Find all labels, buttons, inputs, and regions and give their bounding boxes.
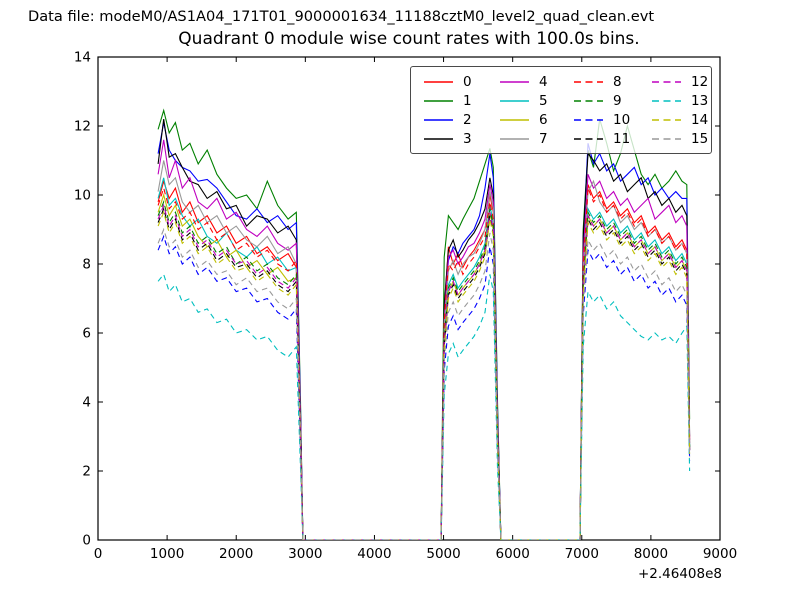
series-line-11 <box>157 207 691 540</box>
legend-line-swatch <box>500 80 529 83</box>
x-tick-label: 6000 <box>495 546 529 562</box>
legend-label: 2 <box>463 111 472 128</box>
legend-entry-8: 8 <box>573 72 651 91</box>
legend-entry-1: 1 <box>423 91 499 110</box>
y-tick-label: 6 <box>82 326 91 342</box>
x-tick-label: 3000 <box>288 546 322 562</box>
legend-entry-11: 11 <box>573 129 651 148</box>
legend-label: 14 <box>691 111 709 128</box>
y-tick-label: 10 <box>74 188 91 204</box>
legend-line-swatch <box>500 99 529 102</box>
legend-label: 3 <box>463 130 472 147</box>
series-line-3 <box>157 119 691 540</box>
legend-entry-15: 15 <box>651 129 708 148</box>
legend-label: 12 <box>691 73 709 90</box>
legend-entry-9: 9 <box>573 91 651 110</box>
legend-line-swatch <box>652 137 681 140</box>
legend-label: 4 <box>539 73 548 90</box>
legend-entry-2: 2 <box>423 110 499 129</box>
series-line-14 <box>157 210 691 540</box>
x-tick-label: 2000 <box>219 546 253 562</box>
legend-label: 15 <box>691 130 709 147</box>
legend-line-swatch <box>574 80 603 83</box>
legend-label: 0 <box>463 73 472 90</box>
series-line-2 <box>157 122 691 540</box>
series-line-0 <box>157 179 691 540</box>
series-line-6 <box>157 193 691 540</box>
series-line-9 <box>157 200 691 540</box>
legend-label: 9 <box>613 92 622 109</box>
series-line-5 <box>157 177 691 540</box>
legend-label: 11 <box>613 130 631 147</box>
y-tick-label: 14 <box>74 50 91 66</box>
plot-title: Quadrant 0 module wise count rates with … <box>178 29 640 49</box>
legend-line-swatch <box>424 80 453 83</box>
legend-line-swatch <box>424 99 453 102</box>
legend-label: 6 <box>539 111 548 128</box>
series-line-15 <box>157 227 691 540</box>
x-tick-label: 8000 <box>634 546 668 562</box>
legend-entry-3: 3 <box>423 129 499 148</box>
legend-label: 8 <box>613 73 622 90</box>
series-line-8 <box>157 186 691 540</box>
series-line-4 <box>157 139 691 540</box>
legend-line-swatch <box>424 118 453 121</box>
series-line-10 <box>157 234 691 540</box>
x-tick-label: 0 <box>94 546 103 562</box>
legend-line-swatch <box>574 137 603 140</box>
legend-entry-10: 10 <box>573 110 651 129</box>
legend-line-swatch <box>574 118 603 121</box>
y-tick-label: 8 <box>82 257 91 273</box>
legend-entry-4: 4 <box>499 72 573 91</box>
legend-label: 5 <box>539 92 548 109</box>
legend-label: 1 <box>463 92 472 109</box>
x-tick-label: 4000 <box>357 546 391 562</box>
y-tick-label: 12 <box>74 119 91 135</box>
legend-entry-13: 13 <box>651 91 708 110</box>
legend-line-swatch <box>500 137 529 140</box>
legend-line-swatch <box>574 99 603 102</box>
legend-entry-6: 6 <box>499 110 573 129</box>
x-axis-offset-label: +2.46408e8 <box>637 566 722 582</box>
x-tick-label: 9000 <box>703 546 737 562</box>
legend-entry-14: 14 <box>651 110 708 129</box>
legend-entry-0: 0 <box>423 72 499 91</box>
y-tick-label: 4 <box>82 395 91 411</box>
data-file-header: Data file: modeM0/AS1A04_171T01_90000016… <box>28 8 655 25</box>
legend-entry-7: 7 <box>499 129 573 148</box>
y-tick-label: 2 <box>82 464 91 480</box>
legend-label: 13 <box>691 92 709 109</box>
legend-label: 7 <box>539 130 548 147</box>
legend-entry-12: 12 <box>651 72 708 91</box>
series-line-1 <box>157 108 691 540</box>
legend-box: 0 1 2 3 4 5 6 7 8 9 10 11 12 13 14 15 <box>410 66 712 154</box>
y-tick-label: 0 <box>82 533 91 549</box>
legend-line-swatch <box>652 118 681 121</box>
legend-line-swatch <box>652 80 681 83</box>
legend-line-swatch <box>652 99 681 102</box>
legend-entry-5: 5 <box>499 91 573 110</box>
series-line-7 <box>157 160 691 540</box>
x-tick-label: 1000 <box>150 546 184 562</box>
x-tick-label: 7000 <box>565 546 599 562</box>
legend-label: 10 <box>613 111 631 128</box>
legend-line-swatch <box>500 118 529 121</box>
series-line-12 <box>157 203 691 540</box>
x-tick-label: 5000 <box>426 546 460 562</box>
legend-line-swatch <box>424 137 453 140</box>
